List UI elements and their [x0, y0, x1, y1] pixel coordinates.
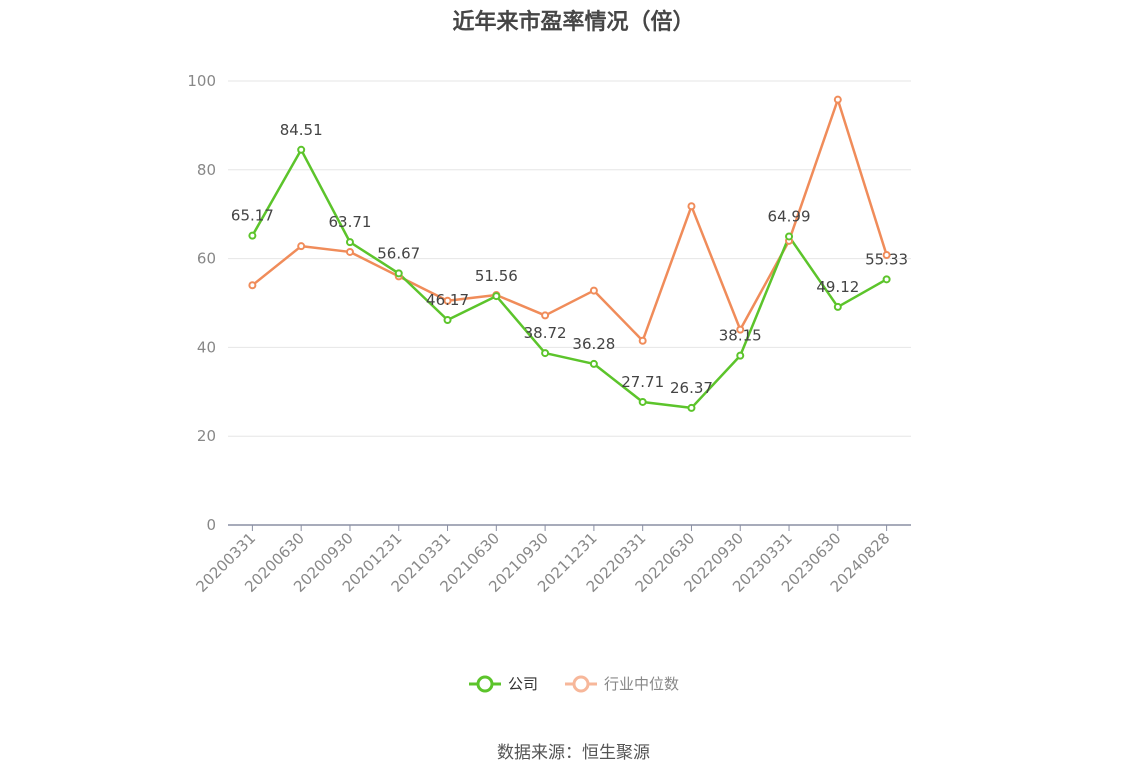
- data-label: 55.33: [865, 250, 908, 268]
- y-tick-label: 40: [197, 338, 216, 356]
- data-point-industry[interactable]: [638, 336, 647, 345]
- data-point-industry[interactable]: [297, 242, 306, 251]
- data-label: 27.71: [621, 373, 664, 391]
- legend-company-label: 公司: [507, 675, 538, 693]
- legend-industry-label: 行业中位数: [604, 675, 680, 693]
- data-label: 49.12: [816, 278, 859, 296]
- series-points: [248, 95, 891, 412]
- data-point-company[interactable]: [443, 316, 452, 325]
- data-point-company[interactable]: [394, 269, 403, 278]
- y-tick-label: 80: [197, 161, 216, 179]
- data-label: 46.17: [426, 291, 469, 309]
- data-label: 63.71: [328, 213, 371, 231]
- data-point-company[interactable]: [833, 302, 842, 311]
- data-label: 64.99: [768, 207, 811, 225]
- data-point-company[interactable]: [297, 145, 306, 154]
- legend-item-industry[interactable]: 行业中位数: [564, 673, 679, 694]
- source-text: 数据来源：恒生聚源: [497, 743, 650, 763]
- y-tick-label: 0: [206, 516, 216, 534]
- chart-title: 近年来市盈率情况（倍）: [452, 10, 695, 35]
- series-line-company: [251, 148, 888, 410]
- data-point-industry[interactable]: [882, 251, 891, 260]
- data-point-company[interactable]: [638, 397, 647, 406]
- data-label: 65.17: [231, 207, 274, 225]
- legend: 公司 行业中位数: [0, 673, 1147, 694]
- data-point-industry[interactable]: [736, 325, 745, 334]
- x-axis: 2020033120200630202009302020123120210331…: [192, 524, 911, 596]
- data-label: 26.37: [670, 379, 713, 397]
- y-tick-label: 60: [197, 250, 216, 268]
- data-point-industry[interactable]: [345, 247, 354, 256]
- data-point-industry[interactable]: [248, 281, 257, 290]
- data-label: 84.51: [280, 121, 323, 139]
- data-point-industry[interactable]: [541, 311, 550, 320]
- y-tick-label: 20: [197, 427, 216, 445]
- legend-industry-marker-icon: [565, 675, 597, 692]
- data-point-company[interactable]: [492, 292, 501, 301]
- data-point-company[interactable]: [785, 232, 794, 241]
- data-point-industry[interactable]: [687, 202, 696, 211]
- y-axis: 0 20 40 60 80 100: [187, 72, 216, 534]
- data-label: 56.67: [377, 244, 420, 262]
- data-label: 51.56: [475, 267, 518, 285]
- legend-item-company[interactable]: 公司: [468, 673, 538, 694]
- data-point-company[interactable]: [589, 359, 598, 368]
- data-point-company[interactable]: [687, 403, 696, 412]
- grid-lines: [228, 80, 911, 437]
- data-point-company[interactable]: [345, 238, 354, 247]
- data-point-company[interactable]: [541, 349, 550, 358]
- data-label: 38.72: [524, 324, 567, 342]
- data-point-company[interactable]: [248, 231, 257, 240]
- data-point-company[interactable]: [882, 275, 891, 284]
- legend-company-marker-icon: [468, 675, 501, 692]
- data-point-industry[interactable]: [833, 95, 842, 104]
- data-label: 38.15: [719, 327, 762, 345]
- data-point-company[interactable]: [736, 351, 745, 360]
- y-tick-label: 100: [187, 72, 216, 90]
- data-label: 36.28: [572, 335, 615, 353]
- series-lines: [251, 98, 888, 410]
- data-point-industry[interactable]: [443, 296, 452, 305]
- data-labels: 65.17 84.51 63.71 56.67 46.17 51.56 38.72 36.28…: [231, 121, 908, 397]
- data-point-industry[interactable]: [589, 286, 598, 295]
